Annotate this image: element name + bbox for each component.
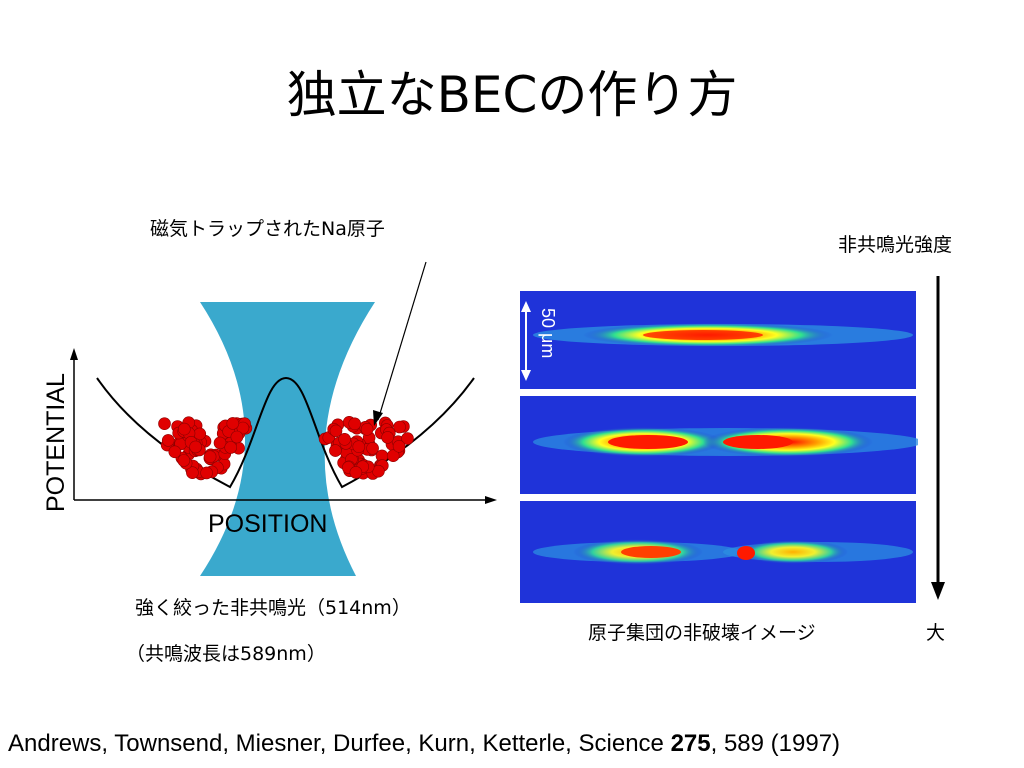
- trap-label: 磁気トラップされたNa原子: [150, 218, 385, 240]
- scale-bar: 50 μm: [521, 301, 558, 381]
- pointer-arrowhead: [373, 410, 383, 426]
- image-caption: 原子集団の非破壊イメージ: [588, 622, 816, 644]
- atom: [366, 441, 379, 455]
- atom-images: 50 μm: [518, 288, 918, 608]
- atom: [200, 466, 213, 480]
- y-axis-arrow: [70, 348, 78, 360]
- atom: [213, 436, 227, 450]
- image-panel-3: [520, 501, 916, 603]
- atom: [338, 432, 351, 446]
- atom: [168, 445, 182, 459]
- atom-cluster-left: [158, 416, 253, 481]
- atom: [178, 422, 191, 436]
- position-axis-label: POSITION: [208, 510, 327, 538]
- atom: [329, 424, 343, 438]
- atom: [177, 454, 191, 467]
- atom: [186, 466, 199, 480]
- laser-beam: [200, 302, 375, 576]
- atom: [360, 422, 374, 436]
- image-panel-2: [520, 396, 918, 494]
- atom: [348, 417, 362, 431]
- atom: [401, 432, 414, 445]
- atom: [386, 449, 400, 463]
- atom: [329, 444, 342, 457]
- atom: [203, 450, 217, 464]
- potential-axis-label: POTENTIAL: [42, 373, 70, 512]
- page-title: 独立なBECの作り方: [286, 66, 738, 124]
- citation-authors: Andrews, Townsend, Miesner, Durfee, Kurn…: [8, 730, 671, 757]
- x-axis-arrow: [485, 496, 497, 504]
- atom: [158, 417, 171, 431]
- citation-pages-year: , 589 (1997): [710, 730, 841, 757]
- beam-caption: 強く絞った非共鳴光（514nm）: [135, 597, 411, 619]
- intensity-large-label: 大: [926, 622, 946, 644]
- atom: [161, 434, 175, 447]
- image-panel-1: [520, 291, 916, 389]
- citation: Andrews, Townsend, Miesner, Durfee, Kurn…: [8, 730, 840, 758]
- atom: [349, 466, 363, 479]
- atom: [224, 441, 237, 454]
- atom: [392, 439, 406, 453]
- pointer-line: [377, 261, 427, 421]
- resonance-caption: （共鳴波長は589nm）: [126, 643, 326, 665]
- atom: [226, 417, 240, 430]
- atom-cluster-right: [318, 415, 414, 480]
- atom: [230, 430, 244, 444]
- atom: [393, 420, 406, 434]
- scale-label: 50 μm: [538, 308, 558, 358]
- intensity-arrow: [931, 276, 945, 600]
- atom: [189, 440, 202, 454]
- citation-volume: 275: [670, 730, 711, 757]
- atom: [381, 431, 394, 444]
- intensity-label: 非共鳴光強度: [838, 234, 953, 256]
- potential-diagram: POTENTIAL POSITION: [42, 261, 497, 576]
- atom: [352, 440, 366, 454]
